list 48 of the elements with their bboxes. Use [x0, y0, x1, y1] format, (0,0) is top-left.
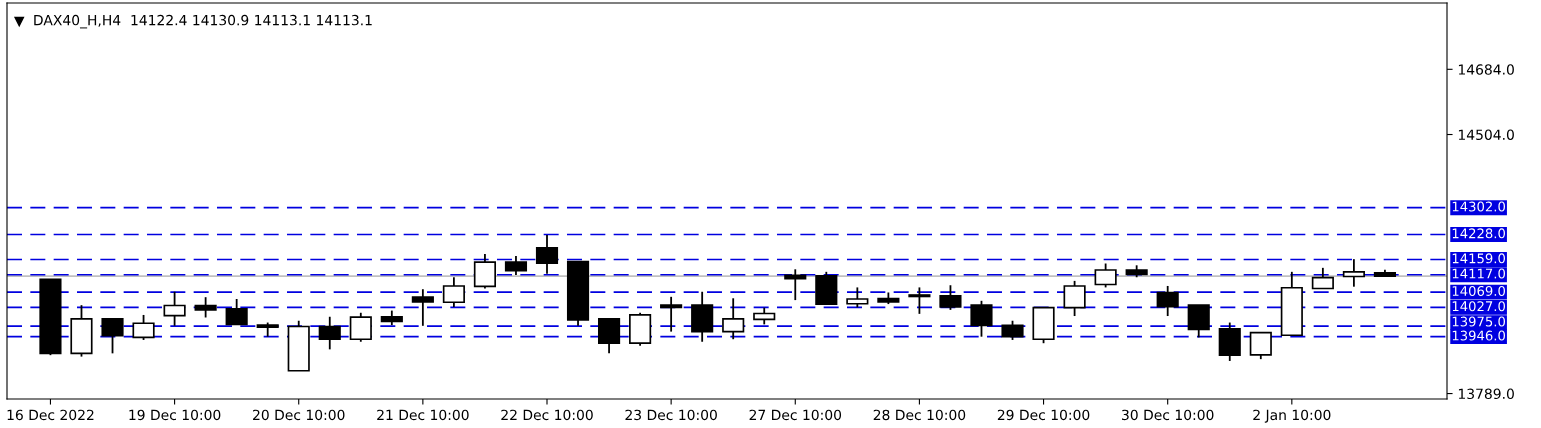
candlestick [660, 295, 683, 333]
x-tick-label: 2 Jan 10:00 [1253, 409, 1331, 423]
candlestick [908, 286, 931, 315]
candlestick [846, 286, 869, 309]
candlestick [318, 315, 341, 351]
candlestick [101, 318, 124, 355]
y-tick-label: 14684.0 [1458, 64, 1514, 75]
candlestick [1063, 279, 1086, 317]
candlestick [1249, 331, 1272, 361]
ref-line-label: 14302.0 [1452, 201, 1506, 212]
text: DAX40_H,H4 14122.4 14130.9 14113.1 14113.1 [34, 14, 372, 29]
x-tick-label: 21 Dec 10:00 [377, 409, 469, 421]
ref-line-label: 13946.0 [1452, 330, 1506, 341]
x-tick-label: 22 Dec 10:00 [501, 409, 593, 421]
x-tick-label: 16 Dec 2022 [7, 409, 94, 421]
ref-line-label: 14117.0 [1452, 268, 1506, 279]
candlestick [504, 254, 528, 276]
x-tick-label: 27 Dec 10:00 [749, 409, 842, 421]
candlestick [225, 298, 248, 326]
ref-line-label: 14228.0 [1452, 228, 1506, 239]
candlestick [442, 276, 465, 308]
candlestick [535, 233, 559, 275]
x-tick-label: 19 Dec 10:00 [129, 409, 221, 421]
candlestick [1094, 262, 1117, 289]
ref-line-label: 14069.0 [1452, 285, 1506, 296]
candlestick [1342, 258, 1365, 288]
x-tick-label: 23 Dec 10:00 [625, 409, 717, 421]
candlestick [194, 296, 217, 319]
candlestick [1001, 319, 1024, 341]
ref-line-label: 13975.0 [1452, 316, 1506, 327]
y-tick-label: 14504.0 [1458, 129, 1514, 140]
candlestick [1311, 266, 1334, 290]
candlestick [939, 284, 962, 311]
candlestick [132, 314, 155, 341]
x-tick-label: 29 Dec 10:00 [997, 409, 1090, 421]
candlestick [784, 268, 807, 301]
x-tick-label: 20 Dec 10:00 [253, 409, 345, 421]
candlestick [970, 299, 993, 338]
x-tick-label: 28 Dec 10:00 [873, 409, 966, 421]
candlestick [722, 297, 745, 341]
x-tick-label: 30 Dec 10:00 [1122, 409, 1214, 421]
candlestick [349, 311, 372, 343]
candlestick [1156, 285, 1179, 317]
candlestick [411, 288, 434, 327]
y-tick-label: 13789.0 [1458, 388, 1514, 400]
ref-line-label: 14027.0 [1452, 301, 1506, 312]
ref-line-label: 14159.0 [1452, 253, 1506, 264]
candlestick [163, 290, 186, 327]
